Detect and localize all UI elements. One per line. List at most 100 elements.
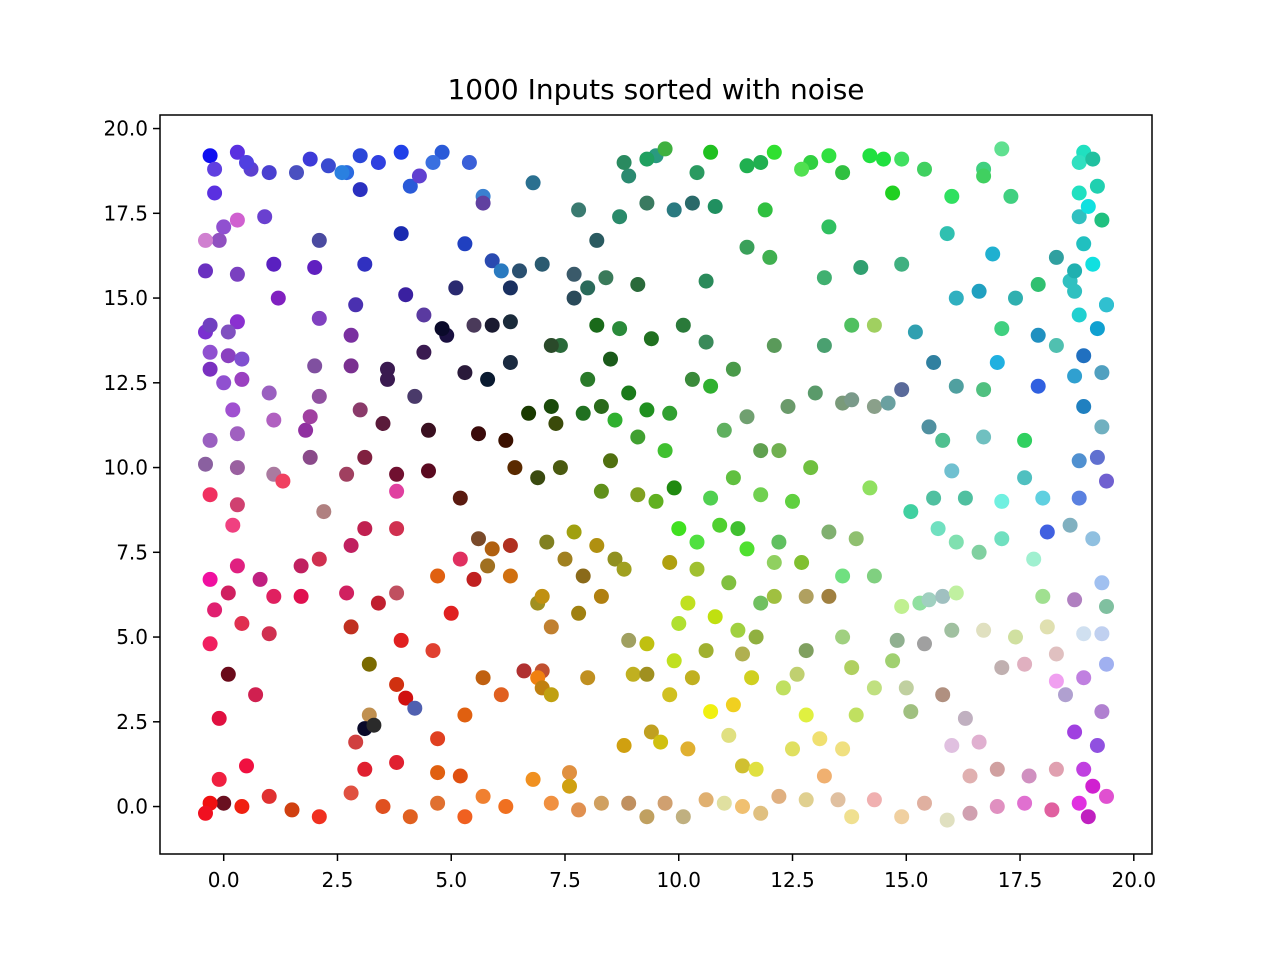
scatter-point [543, 795, 559, 811]
scatter-point [930, 521, 946, 537]
scatter-point [1017, 470, 1033, 486]
scatter-point [1030, 327, 1046, 343]
scatter-point [675, 317, 691, 333]
scatter-point [894, 256, 910, 272]
scatter-point [1048, 673, 1064, 689]
scatter-point [284, 802, 300, 818]
scatter-point [593, 483, 609, 499]
scatter-point [712, 517, 728, 533]
scatter-point [452, 768, 468, 784]
scatter-point [684, 670, 700, 686]
y-tick-label: 7.5 [116, 540, 148, 564]
scatter-point [229, 558, 245, 574]
scatter-point [229, 314, 245, 330]
scatter-point [1039, 524, 1055, 540]
scatter-point [889, 632, 905, 648]
scatter-point [475, 788, 491, 804]
scatter-point [370, 155, 386, 170]
scatter-point [876, 151, 891, 167]
scatter-point [216, 375, 232, 391]
scatter-point [434, 144, 450, 160]
scatter-point [621, 385, 637, 401]
scatter-point [562, 778, 577, 794]
scatter-point [1099, 788, 1114, 804]
scatter-point [948, 534, 964, 550]
scatter-point [725, 470, 741, 486]
scatter-point [575, 568, 591, 584]
scatter-point [1071, 307, 1087, 323]
scatter-point [771, 443, 787, 459]
scatter-point [630, 487, 646, 503]
scatter-point [457, 236, 473, 252]
scatter-point [848, 531, 864, 547]
scatter-point [534, 256, 550, 272]
scatter-point [543, 338, 559, 353]
scatter-point [1026, 551, 1042, 567]
scatter-point [589, 538, 605, 553]
scatter-point [698, 792, 714, 808]
scatter-point [407, 700, 423, 716]
scatter-point [1008, 629, 1023, 645]
scatter-point [753, 595, 769, 611]
scatter-point [612, 321, 628, 337]
x-tick-label: 10.0 [656, 868, 701, 892]
scatter-point [202, 148, 218, 164]
scatter-point [448, 280, 464, 296]
scatter-point [393, 632, 409, 648]
scatter-point [1048, 646, 1064, 662]
scatter-point [603, 453, 618, 469]
scatter-point [1067, 283, 1083, 299]
scatter-point [862, 148, 878, 164]
scatter-point [1099, 599, 1114, 614]
scatter-point [616, 155, 632, 170]
scatter-point [430, 568, 446, 584]
scatter-point [917, 795, 932, 811]
scatter-point [866, 399, 882, 414]
scatter-point [198, 456, 213, 472]
x-tick-label: 17.5 [998, 868, 1043, 892]
scatter-point [880, 395, 896, 411]
scatter-point [302, 151, 318, 167]
scatter-point [748, 761, 764, 777]
scatter-point [894, 599, 910, 614]
scatter-point [1089, 738, 1105, 753]
scatter-point [730, 622, 746, 638]
x-tick-label: 2.5 [322, 868, 354, 892]
scatter-point [753, 155, 769, 170]
scatter-point [989, 355, 1005, 370]
scatter-point [239, 758, 254, 774]
scatter-point [844, 317, 860, 333]
scatter-point [234, 799, 250, 814]
scatter-point [348, 734, 364, 750]
scatter-point [1067, 592, 1083, 608]
scatter-point [680, 741, 696, 757]
scatter-point [298, 422, 314, 438]
scatter-point [766, 555, 782, 570]
scatter-point [471, 426, 486, 442]
scatter-point [334, 165, 350, 181]
scatter-point [466, 571, 482, 587]
scatter-point [703, 704, 719, 720]
scatter-point [994, 531, 1010, 547]
scatter-point [657, 443, 673, 459]
scatter-point [703, 144, 719, 160]
scatter-point [202, 432, 218, 448]
scatter-point [452, 490, 468, 506]
scatter-point [311, 232, 327, 248]
scatter-point [234, 351, 250, 367]
scatter-point [835, 741, 851, 757]
scatter-point [971, 283, 987, 299]
scatter-point [816, 768, 832, 784]
scatter-point [275, 473, 291, 489]
scatter-point [630, 277, 646, 292]
plot-area-frame [159, 114, 1153, 855]
scatter-point [771, 788, 787, 804]
scatter-point [775, 680, 791, 696]
scatter-point [1099, 656, 1114, 672]
scatter-point [621, 632, 637, 648]
scatter-point [202, 487, 218, 503]
scatter-point [612, 209, 628, 225]
scatter-point [762, 249, 778, 265]
scatter-point [662, 687, 678, 703]
scatter-point [671, 521, 687, 537]
